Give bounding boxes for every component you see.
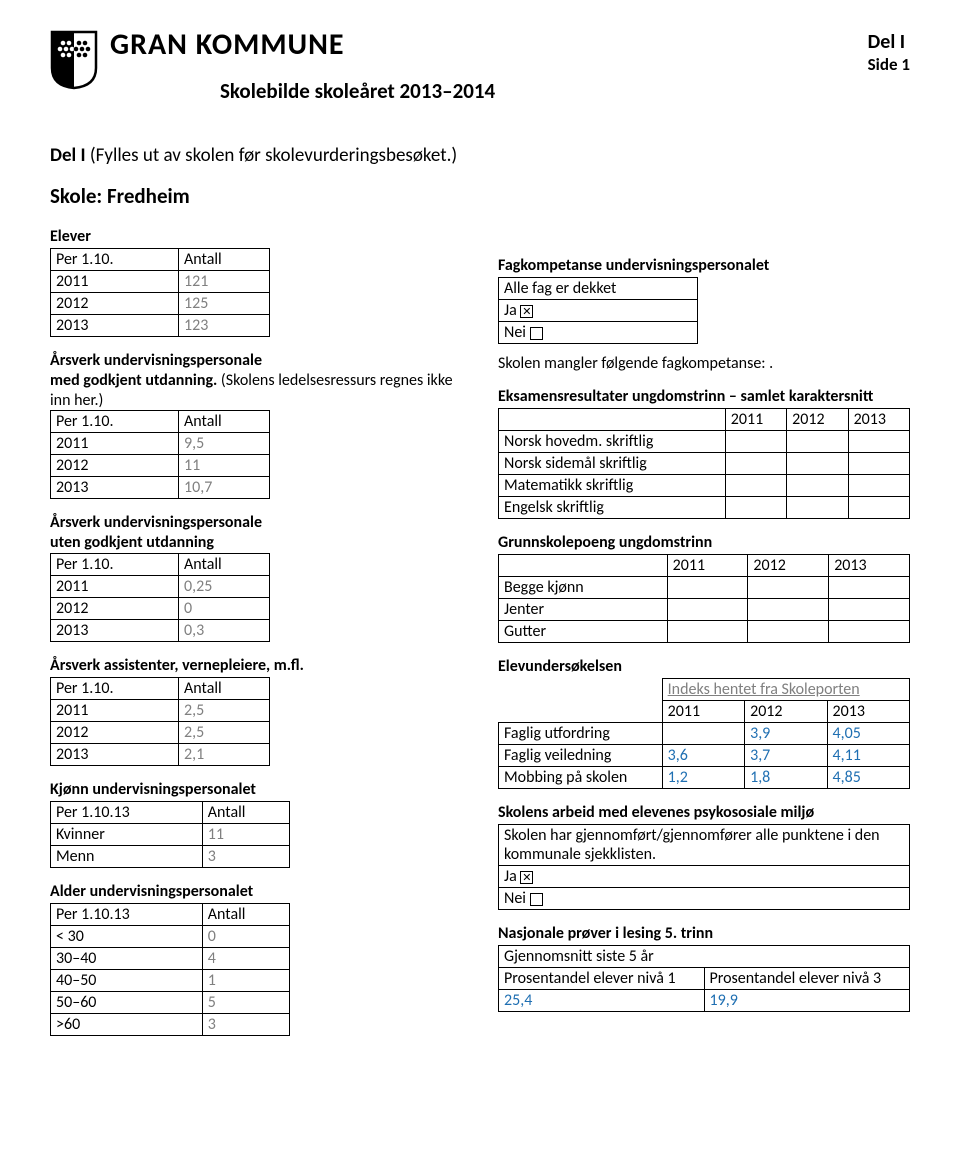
eksamen-title: Eksamensresultater ungdomstrinn – samlet… xyxy=(498,387,910,406)
grunnpoeng-title: Grunnskolepoeng ungdomstrinn xyxy=(498,533,910,552)
nasjonale-table: Gjennomsnitt siste 5 år Prosentandel ele… xyxy=(498,945,910,1012)
checkbox-empty-icon xyxy=(530,893,543,906)
fagkomp-title: Fagkompetanse undervisningspersonalet xyxy=(498,256,910,275)
page-corner-info: Del I Side 1 xyxy=(868,30,910,75)
del-intro: Del I (Fylles ut av skolen før skolevurd… xyxy=(50,144,462,167)
alder-table: Per 1.10.13Antall < 300 30–404 40–501 50… xyxy=(50,903,290,1036)
arsverk-med-table: Per 1.10.Antall 20119,5 201211 201310,7 xyxy=(50,410,270,499)
checkbox-empty-icon xyxy=(530,327,543,340)
municipality-crest-icon xyxy=(50,30,98,90)
psyko-table: Skolen har gjennomført/gjennomfører alle… xyxy=(498,824,910,910)
elever-table: Per 1.10.Antall 2011121 2012125 2013123 xyxy=(50,248,270,337)
kommune-title: GRAN KOMMUNE xyxy=(110,30,856,60)
arsverk-uten-table: Per 1.10.Antall 20110,25 20120 20130,3 xyxy=(50,553,270,642)
kjonn-title: Kjønn undervisningspersonalet xyxy=(50,780,462,799)
assistenter-title: Årsverk assistenter, vernepleiere, m.fl. xyxy=(50,656,462,675)
arsverk-uten-title-2: uten godkjent utdanning xyxy=(50,533,462,553)
elevund-title: Elevundersøkelsen xyxy=(498,657,910,676)
alder-title: Alder undervisningspersonalet xyxy=(50,882,462,901)
right-column: Fagkompetanse undervisningspersonalet Al… xyxy=(498,144,910,1040)
document-subtitle: Skolebilde skoleåret 2013–2014 xyxy=(220,78,856,104)
elevund-table: Indeks hentet fra Skoleporten 2011201220… xyxy=(498,678,910,789)
assistenter-table: Per 1.10.Antall 20112,5 20122,5 20132,1 xyxy=(50,677,270,766)
skole-line: Skole: Fredheim xyxy=(50,183,462,209)
eksamen-table: 201120122013 Norsk hovedm. skriftlig Nor… xyxy=(498,408,910,519)
nasjonale-title: Nasjonale prøver i lesing 5. trinn xyxy=(498,924,910,943)
arsverk-uten-title-1: Årsverk undervisningspersonale xyxy=(50,513,462,533)
left-column: Del I (Fylles ut av skolen før skolevurd… xyxy=(50,144,462,1040)
arsverk-med-title-2: med godkjent utdanning. xyxy=(50,371,217,390)
elever-title: Elever xyxy=(50,227,462,246)
fagkomp-mangler: Skolen mangler følgende fagkompetanse: . xyxy=(498,354,910,373)
checkbox-checked-icon: ✕ xyxy=(520,305,533,318)
fagkomp-table: Alle fag er dekket Ja ✕ Nei xyxy=(498,277,698,344)
kjonn-table: Per 1.10.13Antall Kvinner11 Menn3 xyxy=(50,801,290,868)
grunnpoeng-table: 201120122013 Begge kjønn Jenter Gutter xyxy=(498,554,910,643)
checkbox-checked-icon: ✕ xyxy=(520,871,533,884)
psyko-title: Skolens arbeid med elevenes psykososiale… xyxy=(498,803,910,822)
arsverk-med-title-1: Årsverk undervisningspersonale xyxy=(50,351,262,370)
